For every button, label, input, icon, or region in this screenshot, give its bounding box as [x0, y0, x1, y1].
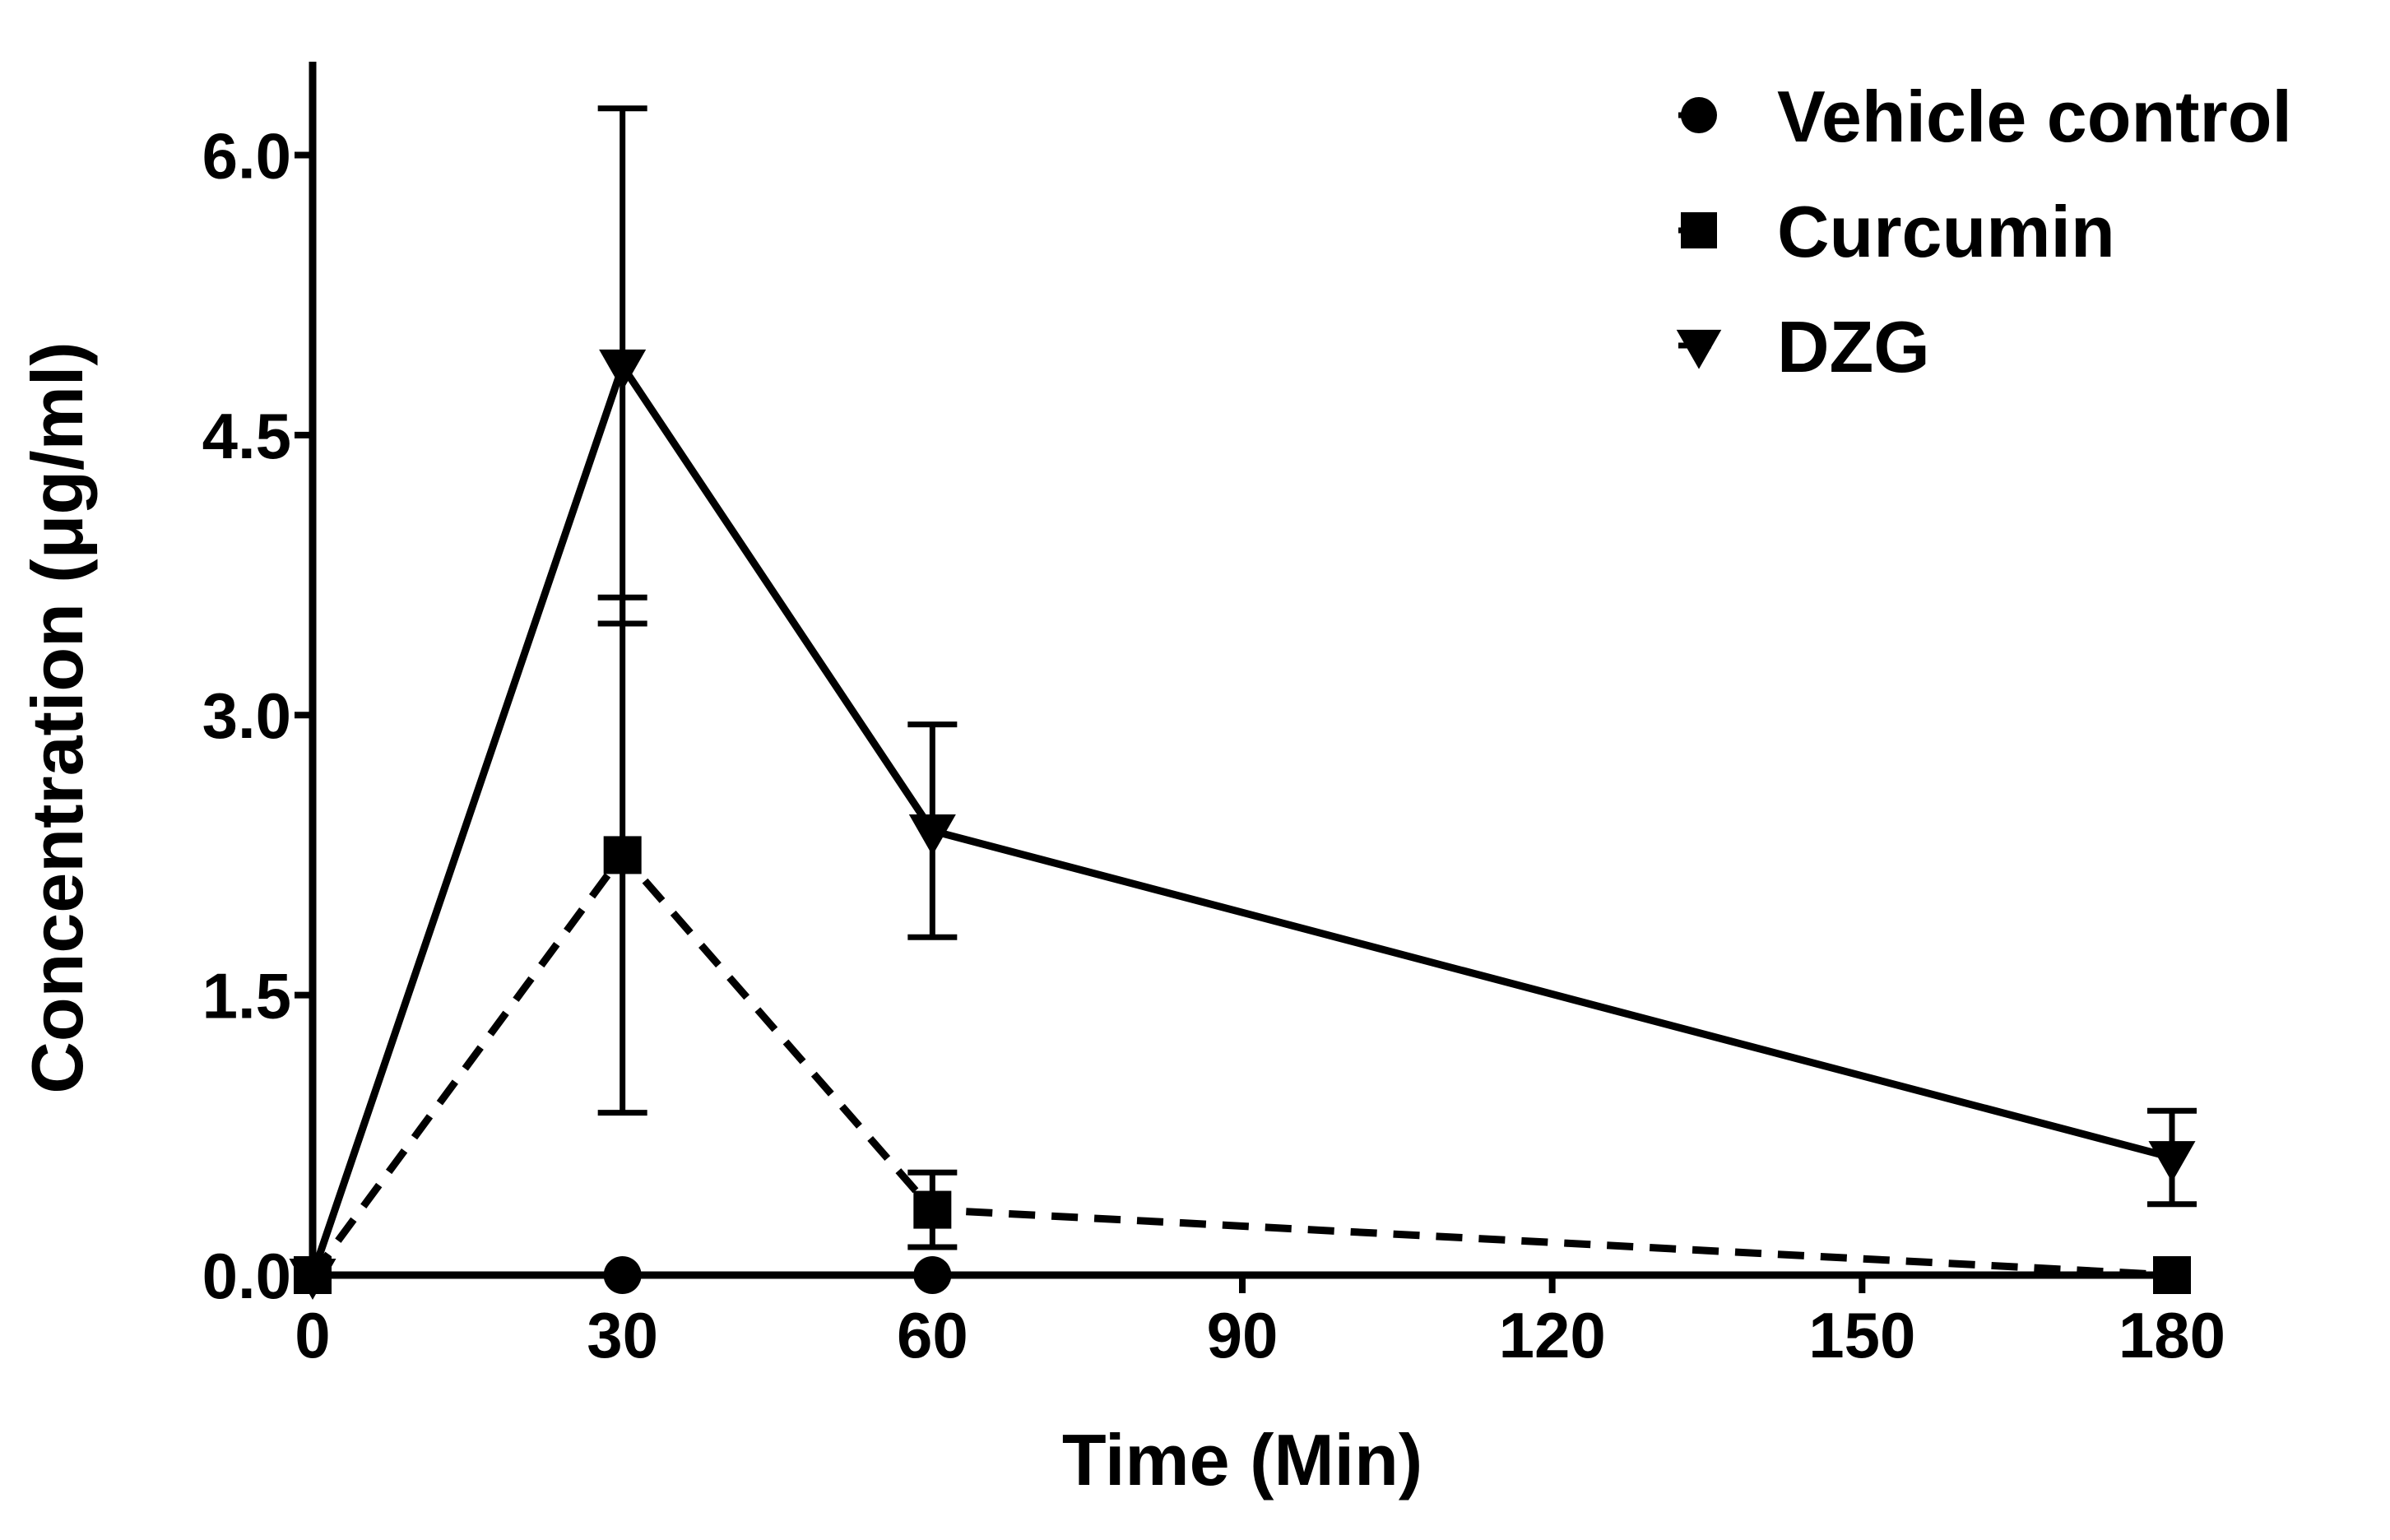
x-tick-label: 90	[1207, 1299, 1279, 1371]
legend-marker	[1681, 97, 1717, 133]
x-tick-label: 150	[1808, 1299, 1915, 1371]
data-point	[599, 349, 647, 391]
series-dzg	[289, 105, 2197, 1300]
series-curcumin	[294, 594, 2191, 1294]
legend-label: DZG	[1777, 306, 1930, 387]
x-axis-title: Time (Min)	[1062, 1419, 1422, 1501]
legend-label: Curcumin	[1777, 191, 2115, 272]
legend-item: Vehicle control	[1678, 76, 2292, 157]
legend-marker	[1681, 212, 1717, 248]
legend-label: Vehicle control	[1777, 76, 2292, 157]
y-tick-label: 4.5	[202, 400, 291, 472]
data-point	[603, 836, 642, 874]
x-tick-label: 180	[2119, 1299, 2225, 1371]
legend: Vehicle control Curcumin DZG	[1676, 76, 2292, 387]
x-tick-label: 60	[897, 1299, 968, 1371]
series-line	[309, 357, 2174, 1277]
legend-marker	[1676, 329, 1722, 369]
series-line	[309, 849, 2173, 1279]
y-tick-label: 3.0	[202, 680, 291, 752]
y-tick-label: 6.0	[202, 119, 291, 192]
y-axis-title: Concentration (μg/ml)	[16, 341, 98, 1093]
data-point	[2148, 1141, 2196, 1182]
y-tick-label: 0.0	[202, 1240, 291, 1312]
legend-item: DZG	[1676, 306, 1930, 387]
y-tick-label: 1.5	[202, 960, 291, 1032]
data-point	[913, 1190, 952, 1229]
data-point	[908, 814, 956, 856]
ticks-group: 0.0 1.5 3.0 4.5 6.0 0 30 60 90 120 150 180	[202, 119, 2226, 1371]
x-tick-label: 120	[1499, 1299, 1606, 1371]
legend-item: Curcumin	[1678, 191, 2115, 272]
plot-series-group	[289, 105, 2197, 1300]
x-tick-label: 0	[295, 1299, 330, 1371]
x-tick-label: 30	[587, 1299, 658, 1371]
